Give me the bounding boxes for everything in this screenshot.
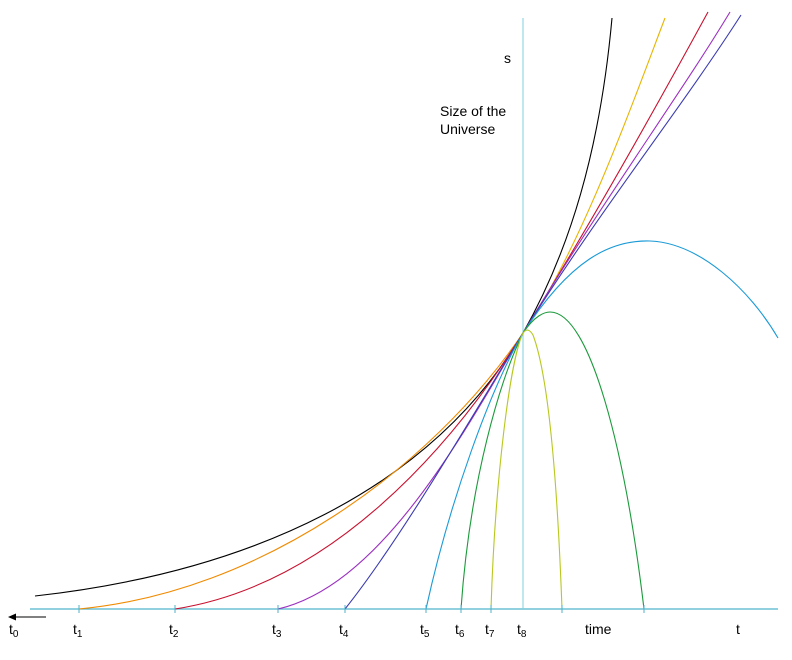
tick-sub: 5 (424, 629, 430, 640)
curve-gold (522, 17, 666, 334)
tick-sub: 1 (77, 629, 83, 640)
tick-sub: 0 (13, 629, 19, 640)
size-label: Universe (440, 121, 495, 137)
tick-label: t5 (420, 621, 430, 640)
curve-orange (78, 332, 524, 610)
tick-label: t6 (455, 621, 465, 640)
tick-base: t (9, 621, 13, 637)
s-label: s (504, 50, 511, 66)
tick-base: t (455, 621, 459, 637)
curve-open (425, 240, 779, 610)
tick-base: t (73, 621, 77, 637)
curve-blue (344, 14, 742, 610)
tick-sub: 8 (521, 629, 527, 640)
size-label: Size of the (440, 103, 506, 119)
tick-sub: 6 (459, 629, 465, 640)
tick-label: t4 (339, 621, 349, 640)
tick-labels: t0 t1 t2 t3 t4 t5 t6 t7 t8 (9, 621, 527, 640)
arrow-head (8, 613, 16, 621)
tick-label: t3 (272, 621, 282, 640)
tick-base: t (420, 621, 424, 637)
tick-sub: 3 (276, 629, 282, 640)
curve-exponential (34, 17, 613, 597)
tick-label: t7 (485, 621, 495, 640)
tick-base: t (339, 621, 343, 637)
tick-base: t (517, 621, 521, 637)
curve-red (174, 11, 709, 610)
tick-sub: 4 (343, 629, 349, 640)
tick-sub: 2 (173, 629, 179, 640)
tick-base: t (169, 621, 173, 637)
tick-marks (78, 605, 645, 613)
curve-closed (460, 311, 645, 610)
time-label: time (585, 621, 612, 637)
curve-recollapse (490, 329, 563, 610)
tick-sub: 7 (489, 629, 495, 640)
tick-label: t1 (73, 621, 83, 640)
t-label: t (736, 621, 740, 637)
tick-label: t2 (169, 621, 179, 640)
tick-label: t8 (517, 621, 527, 640)
tick-label: t0 (9, 621, 19, 640)
curve-purple (277, 11, 731, 610)
tick-base: t (272, 621, 276, 637)
tick-base: t (485, 621, 489, 637)
